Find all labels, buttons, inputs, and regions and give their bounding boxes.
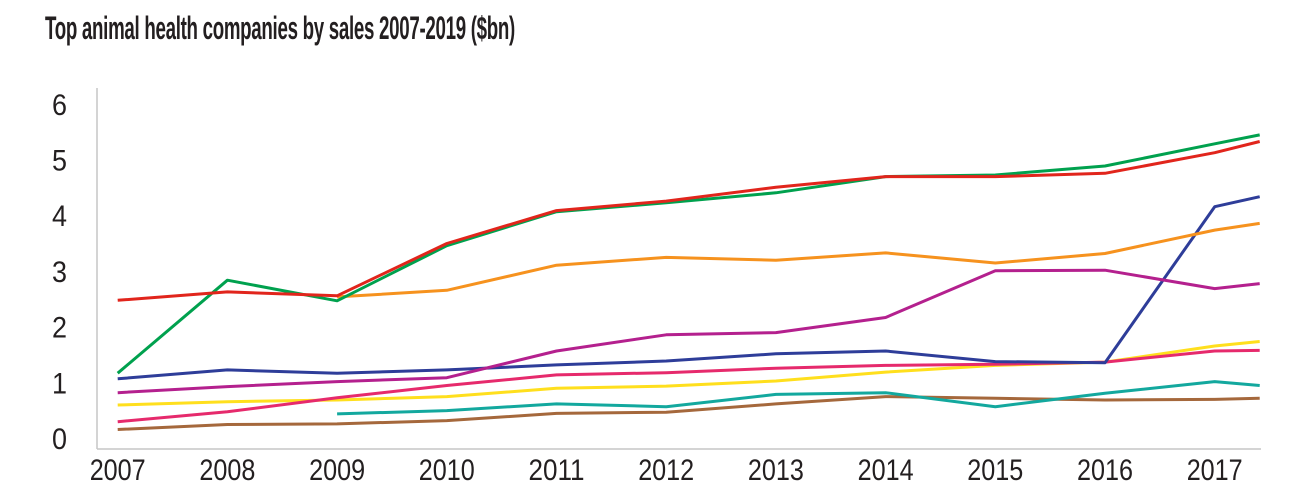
y-tick-label-4: 4 (52, 200, 67, 233)
series-orange-line (337, 221, 1260, 299)
x-tick-label-2011: 2011 (529, 454, 585, 487)
series-teal-line (337, 380, 1260, 416)
y-tick-label-1: 1 (52, 367, 67, 400)
x-tick-label-2017: 2017 (1187, 454, 1243, 487)
x-tick-label-2007: 2007 (90, 454, 146, 487)
y-tick-label-2: 2 (52, 312, 67, 345)
x-tick-label-2012: 2012 (638, 454, 694, 487)
x-tick-label-2016: 2016 (1077, 454, 1133, 487)
x-tick-label-2014: 2014 (858, 454, 914, 487)
x-tick-label-2015: 2015 (967, 454, 1023, 487)
x-tick-label-2009: 2009 (309, 454, 365, 487)
chart-canvas: 0 1 2 3 4 5 6 2007 2008 2009 2010 2011 2012 2013 2014 2… (52, 88, 1261, 487)
y-tick-label-5: 5 (52, 145, 67, 178)
x-tick-label-2008: 2008 (199, 454, 255, 487)
x-tick-label-2010: 2010 (419, 454, 475, 487)
series-magenta-line (117, 268, 1260, 395)
series-green-line (116, 133, 1260, 375)
y-tick-label-3: 3 (52, 256, 67, 289)
series-navy-line (117, 195, 1261, 381)
y-tick-label-6: 6 (52, 89, 67, 122)
series-pink-line (117, 348, 1260, 424)
x-tick-label-2013: 2013 (748, 454, 804, 487)
chart-title: Top animal health companies by sales 200… (45, 10, 515, 46)
series-red-line (117, 140, 1261, 302)
series-brown-line (117, 395, 1260, 431)
y-tick-label-0: 0 (52, 423, 67, 456)
